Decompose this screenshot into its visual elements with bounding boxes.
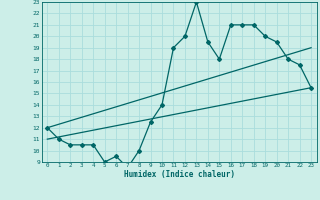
X-axis label: Humidex (Indice chaleur): Humidex (Indice chaleur) <box>124 170 235 179</box>
